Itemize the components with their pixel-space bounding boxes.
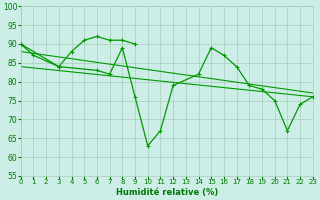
X-axis label: Humidité relative (%): Humidité relative (%) [116,188,218,197]
